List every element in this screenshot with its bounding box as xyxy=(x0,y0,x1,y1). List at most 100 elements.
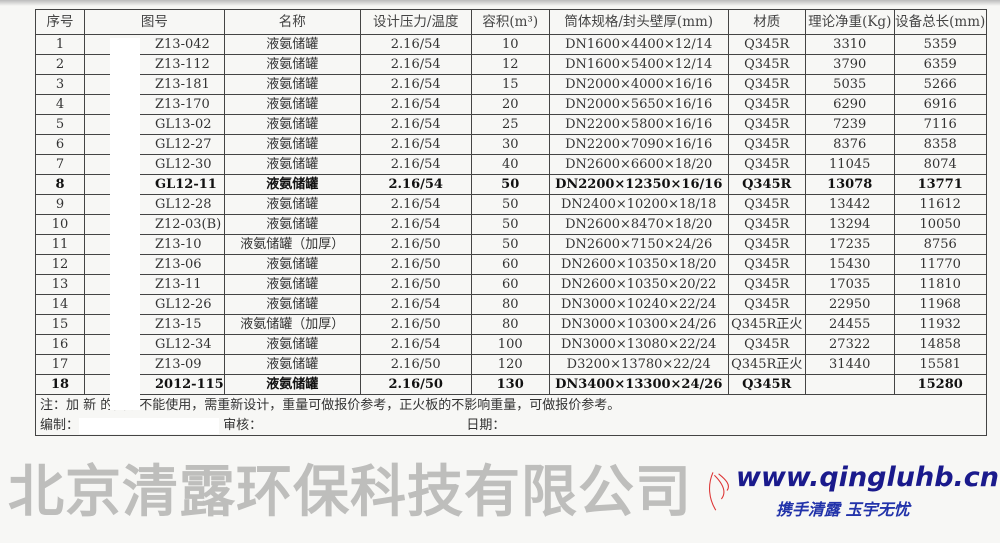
table-cell: 11932 xyxy=(893,314,987,335)
table-cell: 液氨储罐 xyxy=(223,114,361,135)
table-cell: 2.16/54 xyxy=(359,54,472,75)
table-cell: 8756 xyxy=(893,234,987,255)
table-cell: DN3000×13080×22/24 xyxy=(548,334,729,355)
table-cell: 100 xyxy=(470,334,550,355)
table-cell: 24455 xyxy=(804,314,895,335)
table-cell: 液氨储罐 xyxy=(223,34,361,55)
table-cell: 80 xyxy=(470,314,550,335)
table-cell: 8 xyxy=(35,174,85,195)
table-cell: 13442 xyxy=(804,194,895,215)
table-cell: DN3000×10240×22/24 xyxy=(548,294,729,315)
table-cell: 液氨储罐 xyxy=(223,334,361,355)
column-header: 图号 xyxy=(84,9,225,35)
table-cell: Q345R xyxy=(727,94,806,115)
table-row: 1 Z13-042 液氨储罐 2.16/54 10 DN1600×4400×12/14 Q3… xyxy=(35,34,987,55)
table-cell: 5 xyxy=(35,114,85,135)
table-cell: Q345R xyxy=(727,234,806,255)
table-row: 8 GL12-11 液氨储罐 2.16/54 50 DN2200×12350×16/16 Q… xyxy=(35,174,987,195)
table-cell: Q345R正火 xyxy=(727,354,806,375)
table-cell: 17 xyxy=(35,354,85,375)
table-cell: 11810 xyxy=(893,274,987,295)
table-cell: 8358 xyxy=(893,134,987,155)
table-cell: 7239 xyxy=(804,114,895,135)
table-cell: 2 xyxy=(35,54,85,75)
table-cell: 10 xyxy=(470,34,550,55)
table-cell: 液氨储罐 xyxy=(223,294,361,315)
table-row: 2 Z13-112 液氨储罐 2.16/54 12 DN1600×5400×12/14 Q3… xyxy=(35,54,987,75)
table-cell: DN2000×5650×16/16 xyxy=(548,94,729,115)
table-cell: 3790 xyxy=(804,54,895,75)
table-cell: 13078 xyxy=(804,174,895,195)
table-cell: 120 xyxy=(470,354,550,375)
table-cell: 9 xyxy=(35,194,85,215)
table-cell: 5359 xyxy=(893,34,987,55)
table-cell: Z13-181 xyxy=(84,74,225,95)
table-cell: DN2600×10350×20/22 xyxy=(548,274,729,295)
table-cell: 12 xyxy=(35,254,85,275)
table-cell: Q345R正火 xyxy=(727,314,806,335)
table-cell: Z13-15 xyxy=(84,314,225,335)
table-cell: GL12-28 xyxy=(84,194,225,215)
table-cell: 2.16/54 xyxy=(359,214,472,235)
table-cell: 2.16/54 xyxy=(359,334,472,355)
table-row: 9 GL12-28 液氨储罐 2.16/54 50 DN2400×10200×18/18 Q… xyxy=(35,194,987,215)
table-cell: 50 xyxy=(470,234,550,255)
footnote: 注：加 新 的图纸不能使用，需重新设计，重量可做报价参考，正火板的不影响重量，可… xyxy=(35,394,987,416)
table-cell: 液氨储罐 xyxy=(223,274,361,295)
table-cell: Q345R xyxy=(727,74,806,95)
table-cell: Z12-03(B) xyxy=(84,214,225,235)
table-cell: 8376 xyxy=(804,134,895,155)
table-cell: 2.16/50 xyxy=(359,314,472,335)
table-cell: 15581 xyxy=(893,354,987,375)
table-row: 5 GL13-02 液氨储罐 2.16/54 25 DN2200×5800×16/16 Q3… xyxy=(35,114,987,135)
table-row: 3 Z13-181 液氨储罐 2.16/54 15 DN2000×4000×16/16 Q3… xyxy=(35,74,987,95)
redaction-mask xyxy=(79,417,220,434)
table-cell: GL12-34 xyxy=(84,334,225,355)
table-cell: DN2400×10200×18/18 xyxy=(548,194,729,215)
reviewer-label: 审核： xyxy=(223,418,263,433)
table-cell: Q345R xyxy=(727,154,806,175)
table-cell: 27322 xyxy=(804,334,895,355)
table-cell: 25 xyxy=(470,114,550,135)
date-label: 日期： xyxy=(466,418,506,433)
table-cell: 2.16/54 xyxy=(359,294,472,315)
table-cell xyxy=(804,374,895,395)
table-cell: 11612 xyxy=(893,194,987,215)
column-header: 设计压力/温度 xyxy=(359,9,472,35)
column-header: 容积(m³) xyxy=(470,9,550,35)
table-cell: DN2600×10350×18/20 xyxy=(548,254,729,275)
table-row: 12 Z13-06 液氨储罐 2.16/50 60 DN2600×10350×18/20 Q… xyxy=(35,254,987,275)
table-row: 15 Z13-15 液氨储罐（加厚） 2.16/50 80 DN3000×10300×24… xyxy=(35,314,987,335)
table-cell: 22950 xyxy=(804,294,895,315)
table-row: 4 Z13-170 液氨储罐 2.16/54 20 DN2000×5650×16/16 Q3… xyxy=(35,94,987,115)
redaction-mask xyxy=(110,38,140,410)
table-cell: DN3000×10300×24/26 xyxy=(548,314,729,335)
table-cell: 5035 xyxy=(804,74,895,95)
table-cell: 2.16/54 xyxy=(359,154,472,175)
table-cell: DN3400×13300×24/26 xyxy=(548,374,729,395)
table-cell: Q345R xyxy=(727,294,806,315)
tank-spec-table: 序号 图号 名称 设计压力/温度 容积(m³) 筒体规格/封头壁厚(mm) 材质 理论净重(K… xyxy=(35,9,987,436)
table-cell: 17035 xyxy=(804,274,895,295)
table-cell: 11770 xyxy=(893,254,987,275)
table-cell: 50 xyxy=(470,174,550,195)
table-cell: 50 xyxy=(470,214,550,235)
table-cell: DN2600×6600×18/20 xyxy=(548,154,729,175)
table-cell: 11045 xyxy=(804,154,895,175)
table-cell: 14 xyxy=(35,294,85,315)
table-cell: 15 xyxy=(35,314,85,335)
table-cell: GL13-02 xyxy=(84,114,225,135)
table-cell: 2.16/50 xyxy=(359,354,472,375)
table-cell: 8074 xyxy=(893,154,987,175)
table-cell: 2012-115 xyxy=(84,374,225,395)
table-row: 10 Z12-03(B) 液氨储罐 2.16/54 50 DN2600×8470×18/2… xyxy=(35,214,987,235)
table-row: 6 GL12-27 液氨储罐 2.16/54 30 DN2200×7090×16/16 Q3… xyxy=(35,134,987,155)
table-cell: 17235 xyxy=(804,234,895,255)
table-cell: 7 xyxy=(35,154,85,175)
table-cell: D3200×13780×22/24 xyxy=(548,354,729,375)
table-cell: Q345R xyxy=(727,34,806,55)
table-cell: GL12-11 xyxy=(84,174,225,195)
table-cell: 18 xyxy=(35,374,85,395)
table-cell: 液氨储罐 xyxy=(223,254,361,275)
table-cell: Q345R xyxy=(727,134,806,155)
